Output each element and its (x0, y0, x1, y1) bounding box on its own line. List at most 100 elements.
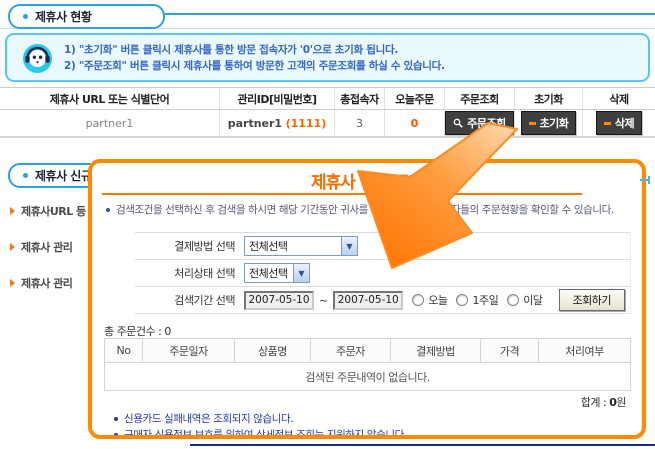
col-header-url: 제휴사 URL 또는 식별단어 (0, 88, 220, 109)
header-subrule (0, 28, 655, 29)
radio-month[interactable] (507, 294, 520, 306)
order-query-button[interactable]: 주문조회 (445, 111, 514, 135)
magnifier-icon (453, 118, 463, 128)
partner-table-header-row: 제휴사 URL 또는 식별단어 관리ID[비밀번호] 총접속자 오늘주문 주문조… (0, 88, 655, 110)
arrow-bullet-icon (10, 243, 15, 251)
partner-admin-id: partner1 (227, 116, 283, 130)
order-count: 총 주문건수 : 0 (104, 323, 171, 339)
date-range-separator: ~ (319, 293, 329, 307)
status-value: 전체선택 (249, 267, 288, 280)
col-price: 가격 (480, 338, 539, 363)
bullet-icon (106, 207, 110, 212)
popup-description-text: 검색조건을 선택하신 후 검색을 하시면 해당 기간동안 귀사를 통하여 방문한… (116, 204, 614, 216)
radio-week-label: 1주일 (472, 294, 499, 307)
performance-popup: 제휴사 실적 조회 검색조건을 선택하신 후 검색을 하시면 해당 기간동안 귀… (88, 159, 646, 439)
arrow-bullet-icon (10, 207, 15, 215)
sidebar-item-partner-url[interactable]: 제휴사URL 등 (10, 203, 86, 219)
page-title: 제휴사 현황 (35, 10, 92, 24)
sum-label: 합계 : (580, 396, 607, 409)
col-status: 처리여부 (538, 338, 631, 363)
date-to-input[interactable]: 2007-05-10 (333, 290, 404, 310)
delete-label: 삭제 (614, 117, 635, 130)
payment-method-select[interactable]: 전체선택 ▼ (244, 236, 358, 256)
col-header-admin-id: 관리ID[비밀번호] (220, 88, 335, 109)
radio-today[interactable] (412, 294, 425, 306)
reset-label: 초기화 (539, 117, 569, 130)
date-from-input[interactable]: 2007-05-10 (244, 290, 314, 310)
partner-url: partner1 (0, 110, 220, 136)
result-header-row: No 주문일자 상품명 주문자 결제방법 가격 처리여부 (104, 338, 631, 363)
partner-admin-cell: partner1 (1111) (220, 110, 335, 136)
partner-total-visitors: 3 (335, 110, 385, 136)
period-row: 검색기간 선택 2007-05-10 ~ 2007-05-10 오늘 1주일 이… (135, 287, 630, 313)
partner-admin-pw: (1111) (285, 116, 327, 130)
col-header-today-orders: 오늘주문 (385, 88, 445, 109)
partner-table: 제휴사 URL 또는 식별단어 관리ID[비밀번호] 총접속자 오늘주문 주문조… (0, 87, 655, 138)
payment-method-label: 결제방법 선택 (174, 240, 235, 253)
col-orderer: 주문자 (310, 338, 391, 363)
notice-line-2: 2) "주문조회" 버튼 클릭시 제휴사를 통하여 방문한 고객의 주문조회를 … (64, 60, 445, 72)
popup-title-rule (102, 193, 582, 195)
order-count-label: 총 주문건수 : (104, 325, 162, 338)
delete-button[interactable]: 삭제 (595, 111, 643, 135)
popup-description: 검색조건을 선택하신 후 검색을 하시면 해당 기간동안 귀사를 통하여 방문한… (106, 202, 614, 217)
bullet-icon (114, 432, 118, 435)
chevron-down-icon: ▼ (341, 237, 357, 255)
dash-icon (528, 121, 536, 125)
col-header-delete: 삭제 (609, 92, 629, 106)
bullet-icon (23, 14, 28, 19)
bullet-icon (114, 416, 118, 421)
period-label: 검색기간 선택 (174, 294, 235, 307)
notice-box: 1) "초기화" 버튼 클릭시 제휴사를 통한 방문 접속자가 '0'으로 초기… (5, 33, 650, 82)
col-payment: 결제방법 (390, 338, 481, 363)
sidebar-item-partner-manage-2[interactable]: 제휴사 관리 (10, 275, 73, 291)
order-query-label: 주문조회 (467, 117, 506, 130)
order-result-table: No 주문일자 상품명 주문자 결제방법 가격 처리여부 검색된 주문내역이 없… (104, 338, 631, 391)
chevron-down-icon: ▼ (293, 264, 309, 282)
section-title-pill: 제휴사 현황 (8, 4, 165, 29)
col-product: 상품명 (234, 338, 311, 363)
reset-cell: 초기화 (515, 110, 583, 136)
col-header-order-query: 주문조회 (445, 88, 515, 109)
status-label: 처리상태 선택 (174, 267, 235, 280)
radio-week[interactable] (456, 294, 469, 306)
bullet-icon (23, 173, 28, 178)
robot-face-icon (22, 43, 53, 77)
status-select[interactable]: 전체선택 ▼ (244, 263, 310, 283)
sum-line: 합계 : 0원 (580, 394, 627, 410)
note-2-text: 구매자 신용정보 보호를 위하여 상세정보 조회는 지원하지 않습니다. (124, 429, 407, 439)
search-button[interactable]: 조회하기 (558, 289, 625, 311)
status-row: 처리상태 선택 전체선택 ▼ (135, 260, 630, 287)
payment-method-value: 전체선택 (249, 240, 288, 253)
sidebar-item-label: 제휴사 관리 (21, 277, 73, 290)
popup-title: 제휴사 실적 조회 (310, 173, 424, 193)
col-no: No (104, 338, 143, 363)
arrow-bullet-icon (10, 279, 15, 287)
col-order-date: 주문일자 (142, 338, 235, 363)
order-query-cell: 주문조회 (445, 110, 515, 136)
dash-icon (603, 121, 611, 125)
sum-unit: 원 (616, 396, 626, 409)
sidebar-item-partner-manage-1[interactable]: 제휴사 관리 (10, 239, 73, 255)
note-1: 신용카드 실패내역은 조회되지 않습니다. (114, 411, 294, 426)
sidebar-item-label: 제휴사URL 등 (21, 205, 86, 218)
bottom-rule (190, 444, 655, 446)
header-rule (100, 13, 655, 15)
order-count-value: 0 (164, 325, 171, 338)
sum-value: 0 (609, 396, 617, 409)
delete-cell: 삭제 (583, 110, 655, 136)
search-form: 결제방법 선택 전체선택 ▼ 처리상태 선택 전체선택 ▼ 검색기간 선택 20… (135, 232, 631, 314)
radio-today-label: 오늘 (428, 294, 448, 307)
col-header-visitors: 총접속자 (335, 88, 385, 109)
empty-row: 검색된 주문내역이 없습니다. (104, 362, 631, 391)
col-header-reset: 초기화 (515, 88, 583, 109)
radio-month-label: 이달 (523, 294, 543, 307)
partner-table-row: partner1 partner1 (1111) 3 0 주문조회 초기화 (0, 110, 655, 136)
note-1-text: 신용카드 실패내역은 조회되지 않습니다. (124, 413, 294, 425)
payment-method-row: 결제방법 선택 전체선택 ▼ (135, 233, 630, 260)
notice-line-1: 1) "초기화" 버튼 클릭시 제휴사를 통한 방문 접속자가 '0'으로 초기… (64, 44, 399, 56)
reset-button[interactable]: 초기화 (520, 111, 577, 135)
empty-message: 검색된 주문내역이 없습니다. (104, 362, 631, 391)
partner-today-orders: 0 (385, 110, 445, 136)
